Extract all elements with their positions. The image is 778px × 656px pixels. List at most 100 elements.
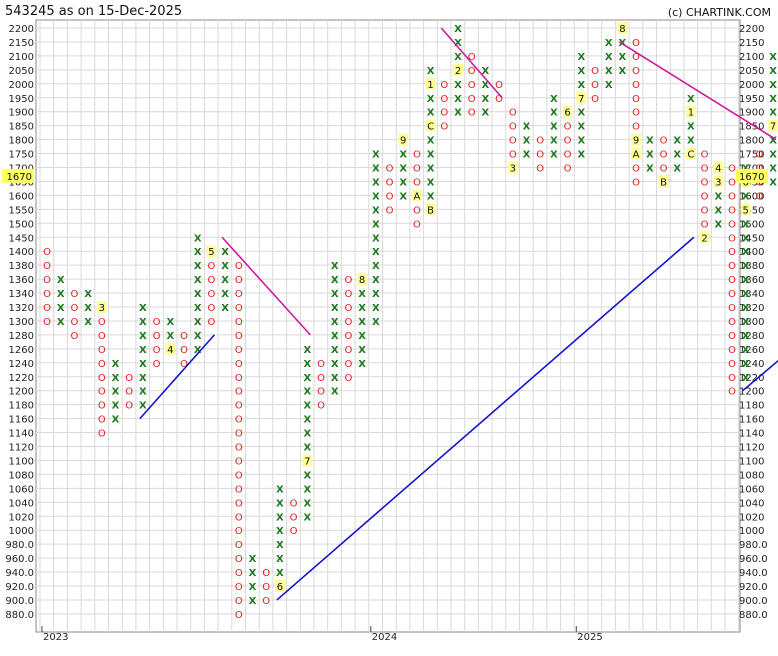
o-mark: O [207,317,215,328]
o-mark: O [468,66,476,77]
x-mark: X [194,233,202,244]
x-mark: X [673,150,681,161]
o-mark: O [632,108,640,119]
o-mark: O [386,164,394,175]
o-mark: O [509,150,517,161]
month-marker-bg [507,161,518,174]
x-mark: X [427,136,435,147]
month-marker: C [687,150,694,161]
y-tick-right: 1060 [739,484,764,495]
o-mark: O [98,373,106,384]
y-tick-left: 1360 [9,275,34,286]
o-mark: O [235,429,243,440]
month-marker-bg [658,175,669,188]
o-mark: O [728,387,736,398]
x-mark: X [742,289,750,300]
month-marker: 9 [400,136,406,147]
y-tick-right: 1280 [739,331,764,342]
x-mark: X [194,331,202,342]
y-tick-right: 2200 [739,24,764,35]
o-mark: O [468,94,476,105]
y-tick-right: 900.0 [739,596,768,607]
support-trendline [742,359,778,392]
x-mark: X [523,136,531,147]
x-mark: X [303,387,311,398]
y-tick-right: 1950 [739,94,764,105]
month-marker: 1 [688,108,694,119]
o-mark: O [701,191,709,202]
x-mark: X [372,261,380,272]
month-marker-bg [740,203,751,216]
x-mark: X [427,191,435,202]
o-mark: O [98,401,106,412]
o-mark: O [413,150,421,161]
x-mark: X [687,94,695,105]
o-mark: O [632,66,640,77]
x-mark: X [276,526,284,537]
o-mark: O [207,303,215,314]
o-mark: O [413,164,421,175]
o-mark: O [344,275,352,286]
y-tick-left: 1500 [9,219,34,230]
y-tick-left: 1120 [9,443,34,454]
o-mark: O [728,373,736,384]
o-mark: O [235,373,243,384]
y-tick-left: 880.0 [5,610,34,621]
x-mark: X [57,289,65,300]
month-marker: 7 [578,94,584,105]
x-mark: X [646,136,654,147]
o-mark: O [755,177,763,188]
o-mark: O [632,80,640,91]
x-mark: X [454,52,462,63]
x-mark: X [194,289,202,300]
o-mark: O [495,80,503,91]
x-mark: X [112,373,120,384]
month-marker-bg [398,133,409,146]
o-mark: O [728,247,736,258]
o-mark: O [728,191,736,202]
x-mark: X [303,401,311,412]
y-tick-right: 1000 [739,526,764,537]
x-mark: X [454,38,462,49]
x-mark: X [482,94,490,105]
o-mark: O [660,164,668,175]
y-tick-right: 2150 [739,38,764,49]
x-mark: X [673,136,681,147]
o-mark: O [755,150,763,161]
y-tick-right: 1240 [739,359,764,370]
current-price-bg-left [2,168,34,183]
o-mark: O [728,233,736,244]
o-mark: O [153,359,161,370]
x-mark: X [577,136,585,147]
o-mark: O [153,331,161,342]
x-mark: X [769,66,777,77]
y-tick-left: 1200 [9,387,34,398]
y-tick-left: 1020 [9,512,34,523]
y-tick-left: 1000 [9,526,34,537]
x-mark: X [372,205,380,216]
month-marker-bg [713,175,724,188]
o-mark: O [728,205,736,216]
x-mark: X [454,24,462,35]
y-tick-left: 1400 [9,247,34,258]
o-mark: O [70,331,78,342]
x-mark: X [742,247,750,258]
month-marker-bg [425,119,436,132]
o-mark: O [98,345,106,356]
o-mark: O [43,303,51,314]
y-tick-left: 960.0 [5,554,34,565]
y-tick-left: 1340 [9,289,34,300]
x-mark: X [221,303,229,314]
y-tick-left: 2000 [9,80,34,91]
month-marker: 6 [564,108,570,119]
y-tick-left: 1060 [9,484,34,495]
x-mark: X [303,373,311,384]
o-mark: O [235,261,243,272]
o-mark: O [591,80,599,91]
month-marker-bg [562,105,573,118]
x-mark: X [372,233,380,244]
o-mark: O [98,387,106,398]
o-mark: O [344,359,352,370]
o-mark: O [344,345,352,356]
x-mark: X [139,303,147,314]
